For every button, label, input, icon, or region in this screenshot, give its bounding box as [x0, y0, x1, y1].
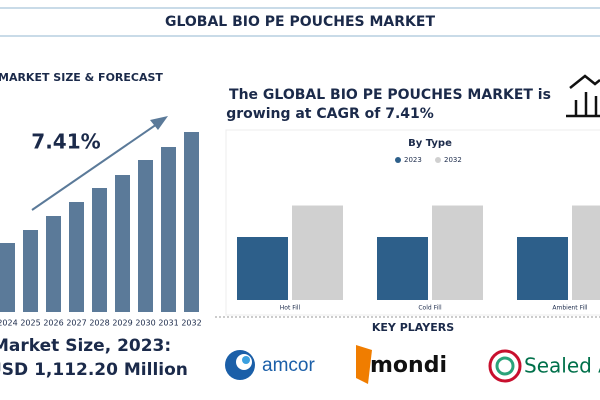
x-tick-label: Hot Fill: [280, 305, 301, 312]
x-tick-label: Ambient Fill: [552, 305, 588, 312]
x-tick-label: Cold Fill: [418, 305, 442, 312]
x-tick-label: 2026: [43, 319, 63, 328]
trend-arrow: [31, 121, 161, 211]
bar: [432, 205, 483, 300]
bar: [292, 205, 343, 300]
bar: [517, 237, 568, 300]
chart-title: By Type: [408, 138, 452, 149]
company-name: Sealed Air: [524, 354, 600, 378]
x-tick-label: 2032: [181, 319, 201, 328]
logo-icon: [356, 345, 372, 384]
bar: [161, 147, 176, 312]
logo-icon: [488, 349, 522, 383]
x-tick-label: 2027: [66, 319, 86, 328]
bar: [69, 202, 84, 312]
bar: [138, 160, 153, 312]
bar: [184, 132, 199, 312]
x-tick-label: 2028: [89, 319, 109, 328]
cagr-label: 7.41%: [31, 130, 100, 154]
legend-swatch: [395, 157, 401, 163]
amcor-logo: amcor: [225, 350, 315, 380]
market-size-label: Market Size, 2023:: [0, 336, 171, 356]
arrow-head: [150, 116, 168, 130]
bar: [23, 230, 38, 312]
cagr-text: The GLOBAL BIO PE POUCHES MARKET is: [229, 87, 551, 103]
sealed-air-logo: Sealed Air: [488, 349, 600, 383]
x-tick-label: 2031: [158, 319, 178, 328]
company-name: amcor: [262, 355, 315, 376]
market-size-value: USD 1,112.20 Million: [0, 360, 188, 380]
forecast-heading: MARKET SIZE & FORECAST: [0, 71, 163, 84]
bar: [377, 237, 428, 300]
logo-icon: [495, 356, 515, 376]
x-tick-label: 2029: [112, 319, 132, 328]
bar: [92, 188, 107, 312]
bar: [0, 243, 15, 312]
company-name: mondi: [370, 353, 447, 378]
cagr-text: growing at CAGR of 7.41%: [226, 106, 434, 122]
legend-label: 2023: [404, 156, 422, 164]
logo-icon: [242, 356, 250, 364]
mondi-logo: mondi: [356, 345, 447, 384]
growth-icon: [566, 74, 600, 118]
bar: [115, 175, 130, 312]
title: GLOBAL BIO PE POUCHES MARKET: [165, 14, 435, 30]
bar: [572, 205, 600, 300]
bar: [237, 237, 288, 300]
legend-label: 2032: [444, 156, 462, 164]
key-players-heading: KEY PLAYERS: [372, 321, 454, 334]
x-tick-label: 2025: [20, 319, 40, 328]
bar: [46, 216, 61, 312]
x-tick-label: 2024: [0, 319, 18, 328]
x-tick-label: 2030: [135, 319, 155, 328]
legend-swatch: [435, 157, 441, 163]
